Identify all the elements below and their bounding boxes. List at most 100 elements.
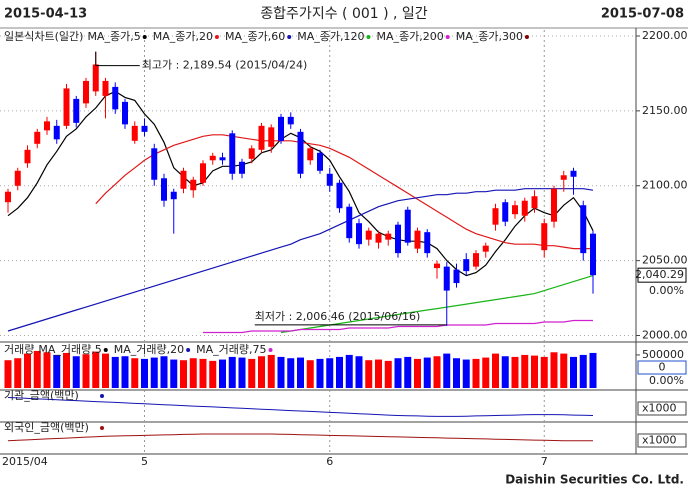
volume-bar	[384, 360, 392, 388]
candle-body	[365, 230, 372, 240]
volume-bar	[579, 354, 587, 388]
legend-marker	[100, 394, 104, 398]
volume-bar	[131, 358, 139, 388]
candle-body	[453, 269, 460, 284]
volume-bar	[511, 356, 519, 388]
volume-bar	[540, 356, 548, 388]
volume-bar	[24, 353, 31, 388]
candle-body	[268, 127, 275, 147]
volume-bar	[228, 356, 236, 388]
candle-body	[34, 131, 41, 144]
candle-body	[297, 131, 304, 174]
candle-body	[385, 233, 392, 240]
volume-bar	[531, 355, 538, 388]
chart-title: 종합주가지수 ( 001 ) , 일간	[260, 6, 428, 22]
candle-body	[590, 233, 596, 276]
volume-bar	[326, 358, 334, 388]
volume-bar	[316, 358, 324, 388]
legend-marker	[268, 348, 273, 352]
volume-bar	[199, 358, 207, 388]
candle-body	[482, 245, 489, 252]
candle-body	[5, 191, 11, 203]
y-tick-label: 500000	[642, 348, 684, 361]
candle-body	[531, 196, 538, 209]
unit-label: x1000	[642, 434, 677, 447]
candle-body	[326, 173, 333, 186]
panel-title: 외국인_금액(백만)	[4, 421, 89, 434]
legend-label: MA_종가,60	[225, 30, 285, 43]
candle-body	[151, 148, 158, 180]
y-tick-label: 2150.00	[642, 104, 688, 117]
volume-bar	[43, 352, 51, 388]
y-tick-label: 2050.00	[642, 254, 688, 267]
legend-label: MA_종가,20	[153, 30, 213, 43]
flow-line	[7, 397, 594, 417]
candle-body	[541, 223, 548, 251]
volume-bar	[82, 354, 90, 388]
candle-body	[307, 148, 314, 161]
candle-body	[180, 170, 187, 189]
legend-marker	[445, 35, 450, 39]
flow-line	[7, 433, 593, 442]
high-note: 최고가 : 2,189.54 (2015/04/24)	[142, 59, 308, 72]
candle-body	[14, 170, 21, 186]
volume-bar	[111, 356, 119, 388]
candle-body	[219, 157, 226, 161]
volume-bar	[297, 357, 304, 388]
x-tick-label: 5	[141, 455, 148, 468]
legend-label: MA_종가,300	[456, 30, 523, 43]
volume-bar	[433, 356, 441, 388]
candle-body	[258, 125, 265, 150]
candle-body	[190, 179, 197, 191]
candle-body	[229, 133, 236, 174]
volume-bar	[589, 352, 597, 388]
panel-title: 기관_금액(백만)	[4, 389, 79, 402]
candle-body	[580, 205, 587, 254]
candle-body	[209, 155, 216, 161]
volume-bar	[160, 356, 168, 388]
x-tick-label: 7	[541, 455, 548, 468]
candle-body	[102, 80, 109, 96]
ma-line	[95, 134, 593, 250]
ma-line	[203, 319, 593, 334]
candle-body	[502, 202, 509, 222]
volume-bar	[492, 353, 499, 388]
volume-bar	[394, 358, 402, 388]
candle-body	[287, 116, 294, 125]
legend-label: MA_종가,120	[297, 30, 364, 43]
volume-bar	[277, 356, 285, 388]
candle-body	[24, 149, 31, 164]
candle-body	[346, 206, 353, 239]
candle-body	[434, 263, 440, 269]
volume-bar	[258, 356, 265, 388]
legend-label: MA_거래량,20	[114, 343, 184, 356]
candle-body	[83, 80, 89, 104]
candle-body	[512, 205, 518, 215]
volume-bar	[267, 354, 275, 388]
candle-body	[473, 253, 479, 267]
candle-body	[200, 163, 206, 183]
last-volume-label: 0	[659, 361, 666, 374]
last-volume-box	[637, 360, 687, 375]
volume-bar	[570, 356, 577, 388]
legend-marker	[103, 348, 108, 352]
volume-bar	[453, 358, 460, 388]
unit-box	[637, 401, 687, 416]
candle-body	[570, 170, 577, 177]
volume-bar	[209, 360, 217, 388]
volume-bar	[248, 358, 256, 388]
candle-body	[463, 259, 470, 272]
candle-body	[551, 188, 557, 222]
candle-body	[521, 200, 528, 216]
volume-bar	[365, 360, 373, 388]
candle-body	[356, 223, 362, 245]
candle-body	[161, 178, 167, 201]
volume-bar	[550, 352, 558, 388]
volume-bar	[414, 358, 421, 388]
legend-label: 거래량	[4, 343, 34, 356]
volume-bar	[306, 360, 314, 388]
candle-body	[336, 182, 343, 209]
candle-body	[443, 266, 450, 291]
